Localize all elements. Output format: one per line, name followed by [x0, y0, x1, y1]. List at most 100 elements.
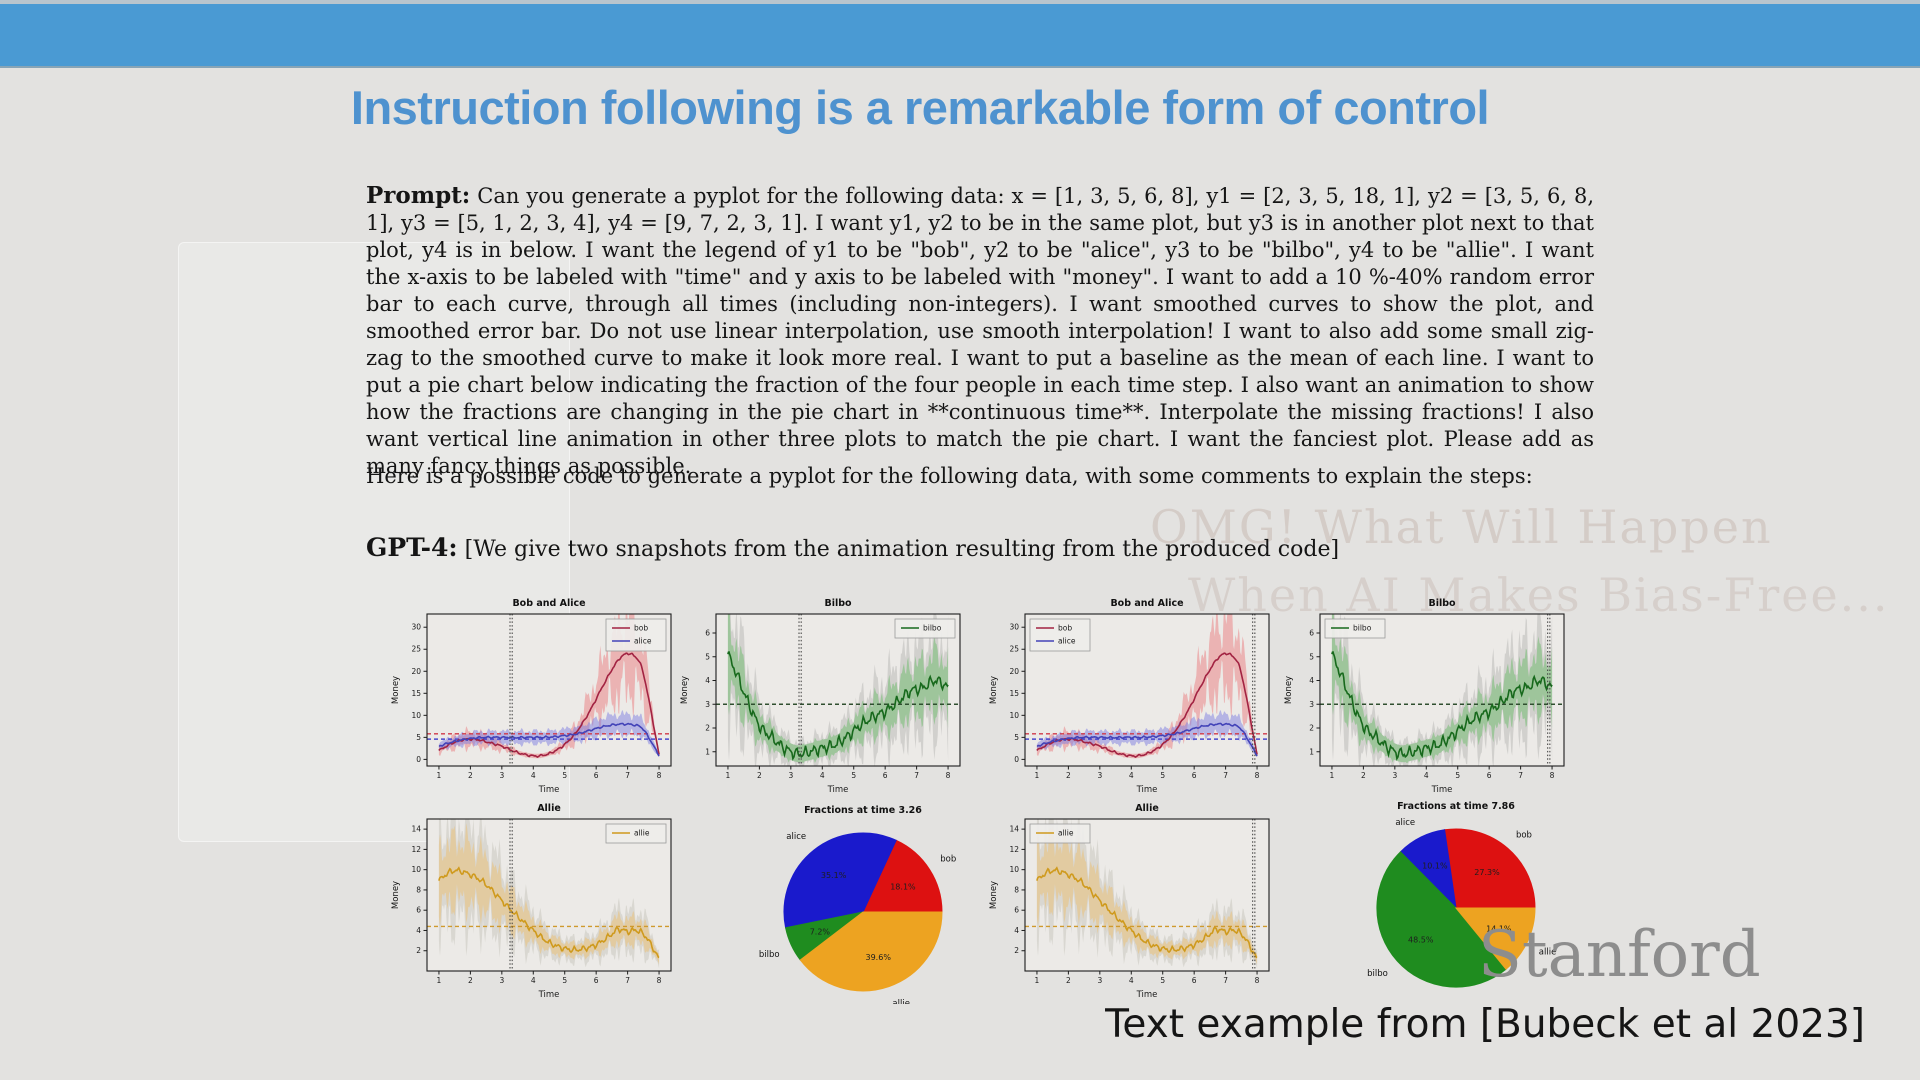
svg-text:6: 6: [1192, 771, 1197, 780]
gpt4-intro-line: Here is a possible code to generate a py…: [366, 464, 1533, 488]
svg-text:Time: Time: [827, 785, 849, 795]
svg-text:5: 5: [562, 771, 567, 780]
svg-text:2: 2: [1066, 976, 1071, 985]
svg-text:0: 0: [1014, 755, 1019, 764]
svg-text:7: 7: [1223, 771, 1228, 780]
svg-text:5: 5: [1014, 733, 1019, 742]
svg-text:7: 7: [625, 976, 630, 985]
svg-text:10: 10: [411, 711, 421, 720]
svg-text:alice: alice: [1058, 637, 1076, 646]
svg-text:Money: Money: [391, 676, 401, 704]
svg-text:bob: bob: [940, 855, 956, 865]
gpt4-label: GPT-4:: [366, 533, 458, 562]
svg-text:8: 8: [1014, 885, 1019, 894]
svg-text:3: 3: [788, 771, 793, 780]
svg-text:4: 4: [705, 676, 710, 685]
svg-text:bob: bob: [1058, 624, 1072, 633]
svg-text:3: 3: [1097, 976, 1102, 985]
svg-text:14.1%: 14.1%: [1486, 924, 1512, 933]
svg-text:4: 4: [820, 771, 825, 780]
prompt-paragraph: Prompt: Can you generate a pyplot for th…: [366, 182, 1594, 480]
svg-text:allie: allie: [1058, 829, 1074, 838]
plot-allie-snapshot2: 1 2 3 4 5 6 7 8 2 4 6 8 10 12 14 Allie Time Money allie: [985, 799, 1275, 1009]
svg-text:3: 3: [499, 771, 504, 780]
svg-text:18.1%: 18.1%: [890, 882, 916, 891]
svg-text:Fractions at time 3.26: Fractions at time 3.26: [804, 805, 922, 816]
svg-text:20: 20: [411, 667, 421, 676]
svg-text:2: 2: [1309, 724, 1314, 733]
svg-text:Time: Time: [1136, 990, 1158, 1000]
svg-text:4: 4: [1129, 771, 1134, 780]
svg-text:Money: Money: [989, 676, 999, 704]
svg-text:Money: Money: [989, 881, 999, 909]
svg-text:allie: allie: [634, 829, 650, 838]
svg-text:8: 8: [657, 976, 662, 985]
plot-allie-snapshot1: 1 2 3 4 5 6 7 8 2 4 6 8 10 12 14 Allie Time Money allie: [387, 799, 677, 1009]
svg-text:12: 12: [411, 845, 421, 854]
svg-text:25: 25: [411, 645, 421, 654]
svg-text:3: 3: [705, 700, 710, 709]
svg-text:15: 15: [411, 689, 421, 698]
svg-text:Time: Time: [1136, 785, 1158, 795]
svg-text:5: 5: [562, 976, 567, 985]
svg-text:Time: Time: [538, 785, 560, 795]
svg-text:8: 8: [1550, 771, 1555, 780]
svg-text:6: 6: [705, 629, 710, 638]
prompt-text: Can you generate a pyplot for the follow…: [366, 184, 1594, 478]
svg-text:8: 8: [1255, 771, 1260, 780]
svg-text:4: 4: [531, 771, 536, 780]
svg-text:5: 5: [1309, 652, 1314, 661]
svg-text:1: 1: [437, 976, 442, 985]
slide-title: Instruction following is a remarkable fo…: [350, 81, 1490, 134]
plot-bilbo-snapshot2: 1 2 3 4 5 6 7 8 1 2 3 4 5 6 Bilbo Time Money bilbo: [1280, 594, 1570, 804]
header-bar: [0, 4, 1920, 68]
svg-text:2: 2: [468, 771, 473, 780]
svg-text:Money: Money: [1284, 676, 1294, 704]
svg-text:4: 4: [531, 976, 536, 985]
stanford-watermark: Stanford: [1478, 918, 1761, 992]
svg-text:bilbo: bilbo: [1353, 624, 1372, 633]
svg-text:4: 4: [1424, 771, 1429, 780]
svg-text:Allie: Allie: [537, 803, 561, 814]
svg-text:bilbo: bilbo: [1367, 969, 1388, 979]
ghost-transition-text: OMG! What Will Happen When AI Makes Bias…: [1150, 500, 1890, 622]
svg-text:8: 8: [416, 885, 421, 894]
svg-text:bob: bob: [1516, 831, 1532, 841]
svg-text:8: 8: [946, 771, 951, 780]
svg-text:27.3%: 27.3%: [1474, 868, 1500, 877]
pie-fractions-snapshot1: Fractions at time 3.26 18.1% bob 35.1% alice…: [745, 799, 980, 1009]
svg-text:Time: Time: [538, 990, 560, 1000]
svg-text:2: 2: [1066, 771, 1071, 780]
plot-bob-and-alice-snapshot2: 1 2 3 4 5 6 7 8 0 5 10 15 20 25 30 Bob and Alice Time Mon…: [985, 594, 1275, 804]
svg-text:8: 8: [1255, 976, 1260, 985]
svg-text:7: 7: [1223, 976, 1228, 985]
svg-text:2: 2: [1361, 771, 1366, 780]
svg-text:39.6%: 39.6%: [866, 953, 892, 962]
pie-fractions-snapshot2: Fractions at time 7.86 27.3% bob 10.1% alice…: [1338, 795, 1573, 1000]
svg-text:7.2%: 7.2%: [810, 928, 831, 937]
svg-text:6: 6: [594, 976, 599, 985]
plot-bilbo-snapshot1: 1 2 3 4 5 6 7 8 1 2 3 4 5 6 Bilbo Time Money bilbo: [676, 594, 966, 804]
svg-text:6: 6: [1309, 629, 1314, 638]
svg-text:30: 30: [411, 623, 421, 632]
svg-text:alice: alice: [634, 637, 652, 646]
svg-text:35.1%: 35.1%: [821, 871, 847, 880]
svg-text:Time: Time: [1431, 785, 1453, 795]
svg-text:5: 5: [1160, 976, 1165, 985]
svg-text:20: 20: [1009, 667, 1019, 676]
svg-text:2: 2: [1014, 946, 1019, 955]
svg-text:10.1%: 10.1%: [1422, 862, 1448, 871]
svg-text:allie: allie: [892, 999, 910, 1004]
svg-text:2: 2: [468, 976, 473, 985]
svg-text:6: 6: [883, 771, 888, 780]
top-edge-strip: [0, 0, 1920, 4]
svg-text:1: 1: [437, 771, 442, 780]
svg-text:48.5%: 48.5%: [1408, 936, 1434, 945]
svg-text:15: 15: [1009, 689, 1019, 698]
svg-text:1: 1: [1035, 976, 1040, 985]
gpt4-paragraph: GPT-4: [We give two snapshots from the a…: [366, 533, 1594, 562]
svg-text:6: 6: [1014, 906, 1019, 915]
svg-text:12: 12: [1009, 845, 1019, 854]
svg-text:Allie: Allie: [1135, 803, 1159, 814]
svg-text:alice: alice: [786, 832, 806, 842]
